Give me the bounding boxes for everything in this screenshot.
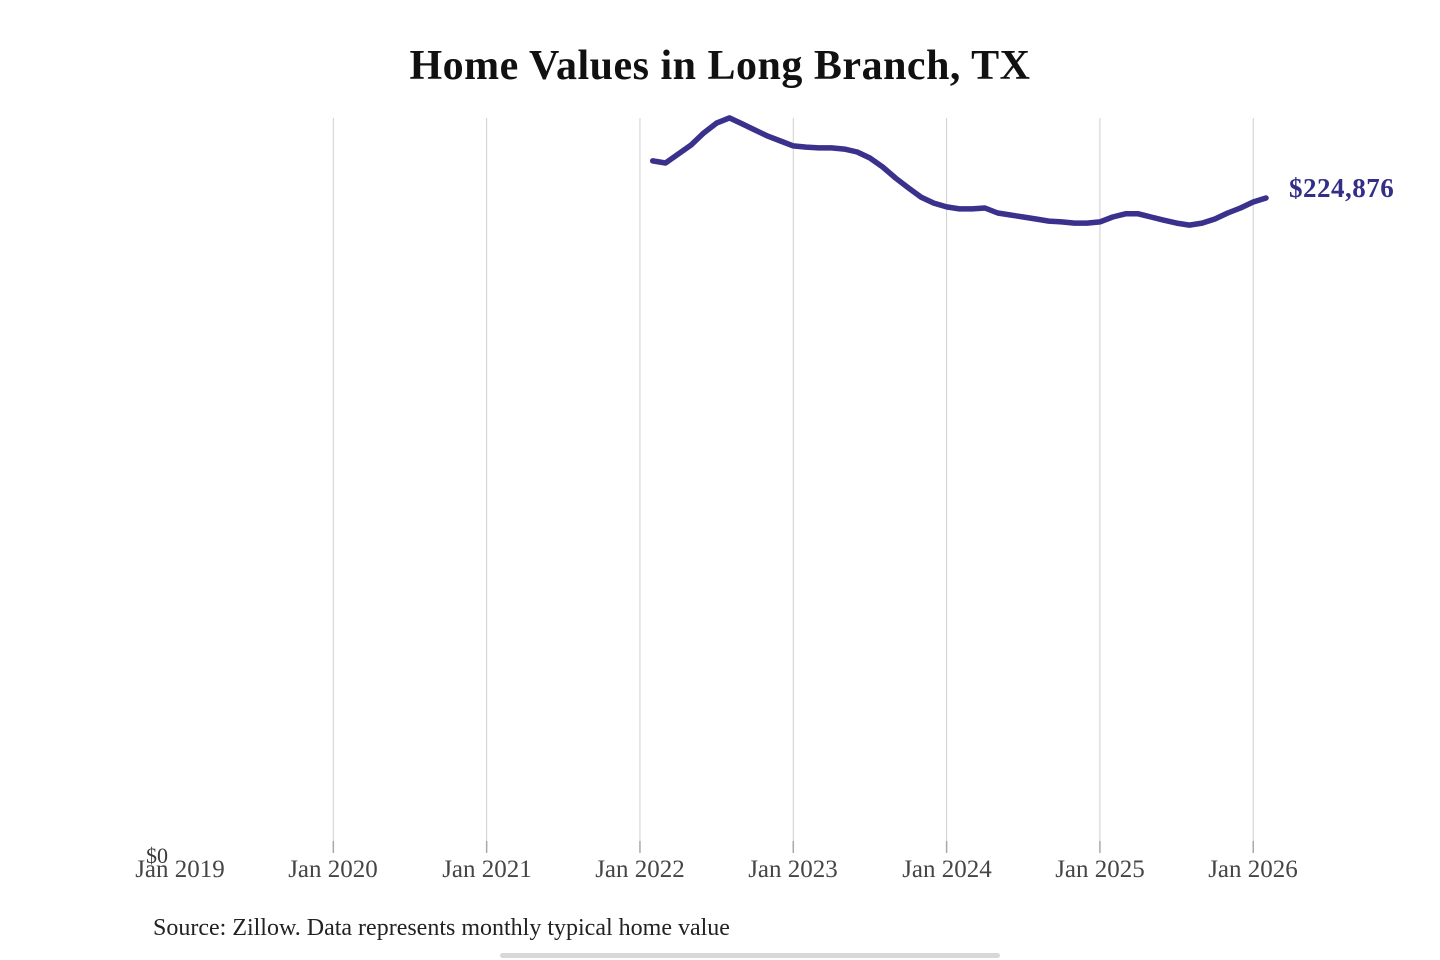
x-tick-label-2020: Jan 2020 (288, 856, 378, 883)
y-axis-zero-label: $0 (146, 843, 168, 868)
chart-title: Home Values in Long Branch, TX (409, 43, 1031, 89)
home-value-series-line (649, 115, 1269, 228)
x-tick-label-2025: Jan 2025 (1055, 856, 1145, 883)
source-note: Source: Zillow. Data represents monthly … (153, 915, 730, 941)
x-tick-label-2022: Jan 2022 (595, 856, 685, 883)
x-tick-label-2019: Jan 2019 (135, 856, 225, 883)
latest-value-label: $224,876 (1289, 173, 1395, 203)
x-tick-label-2023: Jan 2023 (748, 856, 838, 883)
bottom-bar (500, 953, 1000, 958)
x-tick-label-2026: Jan 2026 (1208, 856, 1298, 883)
x-tick-label-2024: Jan 2024 (902, 856, 992, 883)
x-tick-label-2021: Jan 2021 (442, 856, 532, 883)
